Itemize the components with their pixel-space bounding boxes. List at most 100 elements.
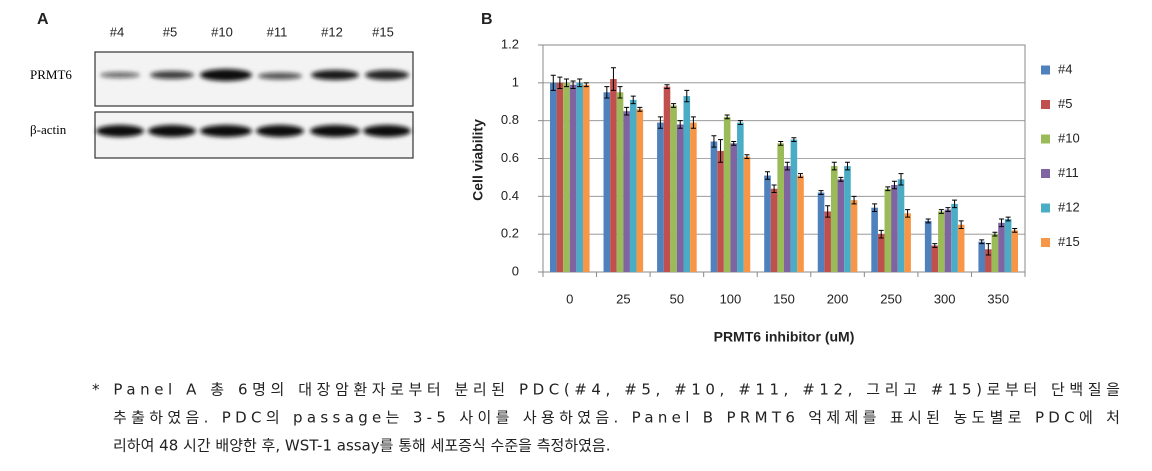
bar bbox=[830, 166, 838, 272]
bar bbox=[582, 84, 590, 272]
legend-label: #10 bbox=[1058, 130, 1080, 145]
error-bar bbox=[925, 218, 931, 224]
legend-swatch bbox=[1041, 65, 1050, 75]
bar bbox=[623, 111, 630, 272]
bar bbox=[563, 82, 570, 272]
error-bar bbox=[791, 137, 797, 142]
bar bbox=[676, 124, 684, 272]
bar bbox=[957, 224, 965, 272]
error-bar bbox=[891, 180, 897, 190]
error-bar bbox=[798, 173, 803, 178]
error-bar bbox=[985, 243, 991, 256]
bar bbox=[944, 209, 952, 272]
error-bar bbox=[711, 135, 717, 148]
error-bar bbox=[1012, 227, 1018, 233]
error-bar bbox=[851, 195, 857, 205]
x-tick-label: 200 bbox=[827, 291, 849, 306]
legend-label: #4 bbox=[1058, 61, 1072, 76]
row-label: β-actin bbox=[30, 122, 67, 137]
error-bar bbox=[945, 207, 951, 212]
error-bar bbox=[765, 171, 770, 180]
error-bar bbox=[690, 116, 696, 129]
bar bbox=[897, 179, 905, 272]
bar bbox=[670, 105, 677, 273]
y-tick-label: 0.2 bbox=[501, 226, 519, 241]
bar bbox=[616, 92, 624, 273]
bar bbox=[556, 82, 564, 272]
bar bbox=[1004, 219, 1012, 272]
x-axis-title: PRMT6 inhibitor (uM) bbox=[714, 329, 855, 345]
legend-swatch bbox=[1041, 134, 1050, 144]
error-bar bbox=[825, 205, 831, 218]
bar bbox=[743, 156, 751, 272]
error-bar bbox=[724, 114, 730, 120]
legend-swatch bbox=[1041, 203, 1050, 213]
legend-swatch bbox=[1041, 238, 1050, 247]
y-tick-label: 1 bbox=[512, 74, 519, 89]
bar bbox=[777, 143, 784, 272]
error-bar bbox=[885, 186, 891, 192]
bar bbox=[924, 220, 932, 272]
error-bar bbox=[664, 84, 670, 90]
error-bar bbox=[878, 229, 884, 239]
y-tick-label: 0.8 bbox=[501, 112, 519, 127]
error-bar bbox=[563, 78, 569, 88]
bar bbox=[710, 141, 718, 272]
legend-label: #11 bbox=[1058, 165, 1079, 180]
bar bbox=[891, 184, 898, 272]
caption-line: 추출하였음. PDC의 passage는 3-5 사이를 사용하였음. Pane… bbox=[113, 409, 1120, 427]
x-tick-label: 50 bbox=[670, 291, 684, 306]
bar bbox=[797, 175, 804, 272]
legend-swatch bbox=[1041, 100, 1050, 109]
lane-label: #11 bbox=[267, 24, 288, 39]
row-label: PRMT6 bbox=[30, 67, 72, 82]
panel-label: A bbox=[37, 11, 49, 28]
bar bbox=[837, 179, 845, 272]
y-tick-label: 0.6 bbox=[501, 150, 519, 165]
bar bbox=[549, 82, 557, 272]
bar bbox=[951, 203, 958, 272]
error-bar bbox=[838, 176, 844, 182]
error-bar bbox=[905, 209, 911, 218]
bar bbox=[717, 150, 724, 272]
bar bbox=[569, 84, 577, 272]
legend-label: #5 bbox=[1058, 96, 1072, 111]
error-bar bbox=[831, 161, 837, 171]
error-bar bbox=[671, 103, 677, 108]
caption-line: 리하여 48 시간 배양한 후, WST-1 assay를 통해 세포증식 수준… bbox=[113, 437, 611, 455]
error-bar bbox=[624, 106, 630, 116]
error-bar bbox=[630, 95, 636, 105]
error-bar bbox=[844, 161, 850, 171]
error-bar bbox=[637, 106, 643, 112]
error-bar bbox=[999, 218, 1005, 228]
bar bbox=[904, 213, 911, 272]
bar bbox=[978, 241, 986, 272]
error-bar bbox=[617, 86, 623, 99]
error-bar bbox=[677, 120, 683, 129]
bar bbox=[629, 99, 637, 272]
bar bbox=[931, 245, 939, 272]
error-bar bbox=[718, 139, 724, 163]
bar bbox=[784, 166, 791, 272]
error-bar bbox=[952, 199, 958, 209]
error-bar bbox=[778, 140, 784, 146]
x-tick-label: 150 bbox=[773, 291, 795, 306]
bar bbox=[850, 200, 858, 272]
bar bbox=[877, 234, 885, 272]
bar bbox=[871, 207, 878, 272]
bar bbox=[844, 166, 851, 272]
bar bbox=[683, 96, 691, 272]
error-bar bbox=[1005, 216, 1011, 222]
x-tick-label: 0 bbox=[566, 291, 573, 306]
bar bbox=[636, 109, 644, 272]
bar bbox=[737, 122, 744, 272]
legend-swatch bbox=[1041, 169, 1050, 178]
y-axis-title: Cell viability bbox=[470, 119, 486, 201]
plot-area: 0 0.2 0.4 0.6 0.8 1 1.2 0 25 50 100 150 200 250 300 350… bbox=[501, 36, 1080, 306]
bar bbox=[998, 222, 1005, 272]
error-bar bbox=[684, 89, 690, 103]
bar bbox=[690, 122, 697, 272]
lane-label: #4 bbox=[110, 24, 124, 39]
